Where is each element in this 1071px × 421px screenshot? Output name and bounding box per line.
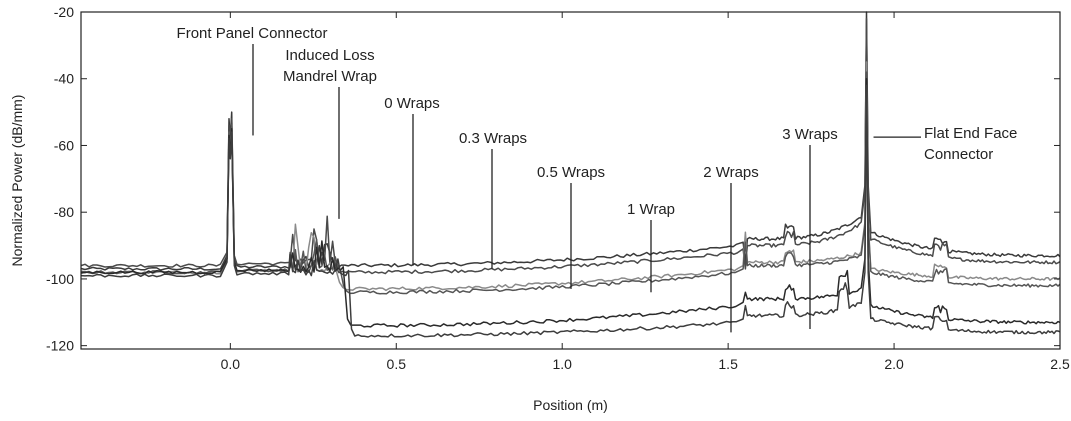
annotation-label: 3 Wraps [782,126,838,143]
trace-line-5 [80,84,1061,338]
annotation-label: 0.3 Wraps [459,130,527,147]
trace-line-2 [80,61,1061,292]
y-tick-label: -100 [46,271,74,287]
x-tick-label: 0.5 [387,356,407,372]
axis-layer: 0.0 0.5 1.0 1.5 2.0 2.5 -120 -100 -80 -60 -40 -20 [46,4,1070,372]
annotation-label: 0.5 Wraps [537,164,605,181]
y-tick-label: -40 [54,71,74,87]
series-layer [80,11,1061,338]
trace-line-4 [80,77,1061,328]
annotation-label: 1 Wrap [627,201,675,218]
x-tick-label: 1.5 [718,356,738,372]
y-tick-label: -120 [46,338,74,354]
annotation-label: Induced Loss [285,47,374,64]
x-tick-label: 2.5 [1050,356,1070,372]
x-tick-label: 2.0 [884,356,904,372]
y-axis-label: Normalized Power (dB/mm) [9,95,25,267]
annotation-label: 2 Wraps [703,164,759,181]
y-tick-label: -80 [54,204,74,220]
annotation-label: Connector [924,146,993,163]
x-axis-label: Position (m) [533,397,608,413]
y-tick-label: -20 [54,4,74,20]
annotation-label: Flat End Face [924,125,1017,142]
annotation-label: 0 Wraps [384,95,440,112]
x-tick-label: 0.0 [221,356,241,372]
x-tick-label: 1.0 [552,356,572,372]
y-tick-label: -60 [54,137,74,153]
annotation-label: Front Panel Connector [177,25,328,42]
annotation-label: Mandrel Wrap [283,68,377,85]
plot-frame [80,11,1061,350]
annotation-layer: Front Panel Connector Induced Loss Mandrel… [177,25,1017,333]
